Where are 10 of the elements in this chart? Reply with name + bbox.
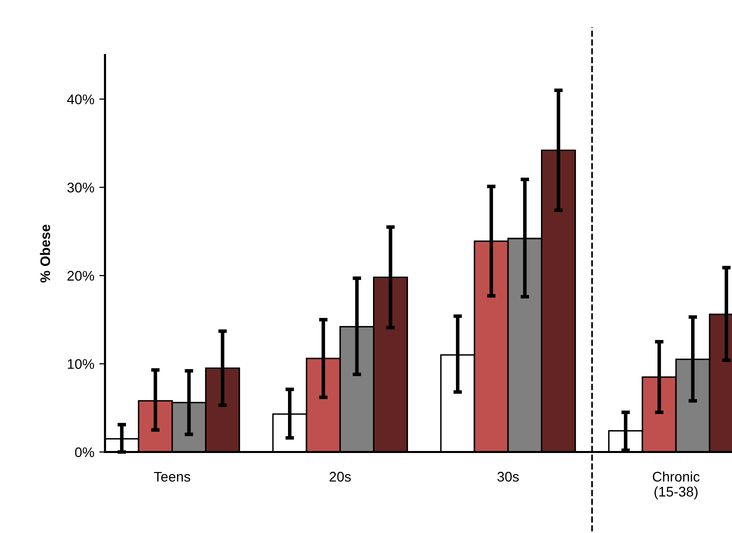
y-tick-label: 0% (75, 447, 94, 458)
y-axis-title: % Obese (40, 224, 50, 282)
x-tick-label: 30s (497, 472, 519, 482)
x-tick-label: 20s (330, 472, 351, 482)
y-tick-label: 20% (67, 270, 94, 281)
x-tick-label: Chronic (15-38) (652, 471, 700, 500)
x-tick-label: Teens (154, 472, 190, 482)
y-tick-label: 40% (67, 94, 94, 104)
y-tick-label: 10% (68, 359, 94, 369)
y-tick-label: 30% (67, 182, 94, 193)
